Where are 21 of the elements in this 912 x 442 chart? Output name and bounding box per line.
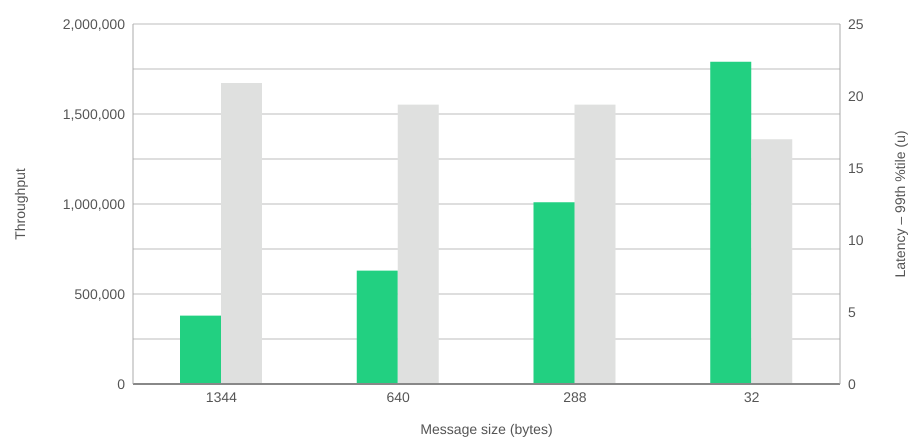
y2-axis-title: Latency – 99th %tile (u): [892, 130, 908, 278]
y-tick-label: 2,000,000: [62, 16, 126, 32]
y-tick-label: 500,000: [74, 286, 126, 302]
x-tick-label: 1344: [206, 388, 238, 405]
y-axis-title: Throughput: [12, 168, 28, 240]
y2-tick-label: 15: [848, 160, 864, 176]
y-tick-label: 1,500,000: [62, 106, 126, 122]
bar: [180, 316, 221, 384]
y2-tick-label: 0: [848, 376, 856, 392]
x-tick-label: 640: [386, 388, 410, 405]
y-tick-label: 1,000,000: [62, 196, 126, 212]
y2-tick-label: 5: [848, 304, 856, 320]
x-axis-title: Message size (bytes): [420, 421, 553, 437]
bar: [221, 83, 262, 384]
y2-tick-label: 20: [848, 88, 864, 104]
bar: [398, 104, 439, 384]
x-tick-label: 32: [744, 388, 760, 405]
y-tick-label: 0: [117, 376, 126, 392]
y2-tick-label: 25: [848, 16, 864, 32]
x-tick-label: 288: [563, 388, 587, 405]
y2-tick-label: 10: [848, 232, 864, 248]
